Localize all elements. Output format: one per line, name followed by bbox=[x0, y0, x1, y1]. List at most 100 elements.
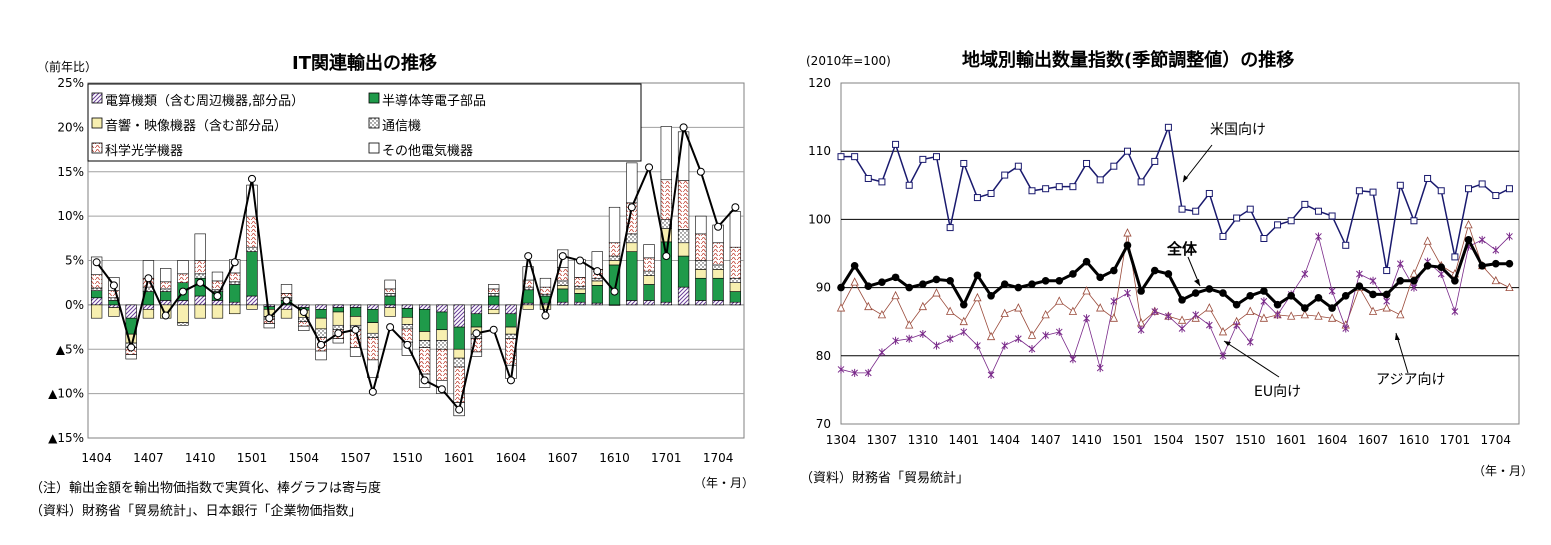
us-point bbox=[987, 189, 995, 197]
total-point bbox=[317, 340, 326, 349]
bar-segment bbox=[677, 286, 690, 306]
legend-label-other: その他電気機器 bbox=[382, 144, 474, 159]
bar-segment bbox=[729, 211, 742, 248]
total-point bbox=[265, 314, 274, 323]
total-point bbox=[1410, 276, 1418, 285]
left-legend bbox=[87, 83, 642, 162]
total-point bbox=[506, 376, 515, 385]
eu-point bbox=[1328, 287, 1336, 296]
eu-point bbox=[1396, 259, 1404, 268]
left-y-tick-label: 5% bbox=[65, 254, 84, 268]
right-x-tick-label: 1510 bbox=[1235, 433, 1266, 447]
bar-segment bbox=[384, 288, 396, 294]
eu-point bbox=[1137, 325, 1145, 334]
total-point bbox=[1314, 294, 1323, 302]
right-x-tick-label: 1410 bbox=[1071, 433, 1102, 447]
asia-point bbox=[1000, 308, 1009, 317]
bar-segment bbox=[677, 255, 690, 288]
bar-segment bbox=[125, 304, 137, 319]
bar-segment bbox=[418, 304, 431, 310]
left-x-tick-label: 1410 bbox=[185, 451, 216, 465]
bar-segment bbox=[367, 337, 379, 361]
total-point bbox=[1355, 282, 1364, 291]
legend-label-av: 音響・映像機器（含む部分品） bbox=[105, 119, 288, 134]
total-point bbox=[1478, 261, 1486, 270]
us-point bbox=[1055, 183, 1063, 191]
us-point bbox=[1233, 214, 1241, 222]
bar-segment bbox=[539, 277, 552, 288]
right-x-tick-label: 1704 bbox=[1481, 433, 1512, 447]
eu-point bbox=[1369, 276, 1377, 285]
asia-point bbox=[1505, 282, 1514, 292]
us-point bbox=[1246, 205, 1254, 213]
asia-point bbox=[959, 316, 968, 326]
asia-point bbox=[1205, 303, 1214, 312]
bar-segment bbox=[557, 285, 569, 290]
bar-segment bbox=[729, 246, 742, 279]
right-x-unit: （年・月） bbox=[1473, 464, 1534, 478]
us-point bbox=[1192, 207, 1200, 215]
left-x-tick-label: 1607 bbox=[547, 451, 578, 465]
bar-segment bbox=[90, 304, 103, 319]
total-point bbox=[891, 273, 900, 282]
us-point bbox=[1410, 217, 1418, 225]
right-x-tick-label: 1604 bbox=[1317, 433, 1348, 447]
bar-segment bbox=[626, 162, 638, 204]
bar-segment bbox=[695, 233, 707, 261]
right-x-tick-label: 1507 bbox=[1194, 433, 1225, 447]
us-point bbox=[1110, 162, 1118, 170]
total-point bbox=[196, 278, 205, 287]
us-point bbox=[973, 194, 981, 202]
asia-point bbox=[905, 320, 914, 329]
total-point bbox=[1205, 285, 1214, 293]
total-point bbox=[1041, 276, 1050, 285]
right-y-tick-label: 120 bbox=[808, 76, 831, 90]
asia-point bbox=[1014, 303, 1023, 312]
bar-segment bbox=[229, 284, 241, 303]
bar-segment bbox=[539, 286, 552, 295]
asia-point bbox=[1109, 313, 1118, 322]
bar-segment bbox=[626, 242, 638, 252]
right-x-tick-label: 1607 bbox=[1358, 433, 1389, 447]
bar-segment bbox=[436, 329, 448, 341]
total-point bbox=[92, 258, 101, 267]
bar-segment bbox=[695, 269, 707, 279]
us-point bbox=[1123, 147, 1131, 155]
us-point bbox=[1355, 187, 1363, 195]
total-point bbox=[299, 307, 308, 316]
bar-segment bbox=[729, 291, 742, 303]
bar-segment bbox=[315, 304, 327, 310]
asia-point bbox=[1096, 303, 1105, 312]
total-point bbox=[932, 275, 941, 284]
right-x-tick-label: 1307 bbox=[867, 433, 898, 447]
bar-segment bbox=[505, 333, 517, 339]
left-unit-label: （前年比） bbox=[37, 60, 98, 74]
us-point bbox=[1178, 205, 1186, 213]
left-x-tick-label: 1501 bbox=[237, 451, 268, 465]
bar-segment bbox=[453, 304, 465, 328]
bar-segment bbox=[160, 268, 172, 283]
left-x-tick-label: 1610 bbox=[599, 451, 630, 465]
legend-swatch-av bbox=[91, 117, 103, 129]
us-point bbox=[1287, 217, 1295, 225]
asia-point bbox=[918, 301, 927, 311]
asia-point bbox=[1423, 236, 1432, 245]
us-point bbox=[892, 140, 900, 148]
bar-segment bbox=[349, 304, 362, 308]
bar-segment bbox=[505, 326, 517, 335]
left-y-tick-label: ▲15% bbox=[48, 431, 84, 445]
asia-point bbox=[1246, 306, 1255, 315]
asia-point bbox=[1082, 286, 1091, 295]
bar-segment bbox=[660, 301, 672, 306]
bar-segment bbox=[453, 348, 465, 359]
total-point bbox=[1069, 270, 1077, 278]
left-y-tick-label: 15% bbox=[57, 165, 84, 179]
bar-segment bbox=[349, 316, 362, 326]
asia-point bbox=[1327, 313, 1337, 322]
eu-point bbox=[974, 341, 981, 350]
bar-segment bbox=[298, 325, 310, 331]
right-note: （資料）財務省「貿易統計」 bbox=[800, 471, 970, 486]
us-point bbox=[1301, 200, 1309, 208]
total-point bbox=[1505, 259, 1514, 268]
total-point bbox=[368, 387, 377, 396]
